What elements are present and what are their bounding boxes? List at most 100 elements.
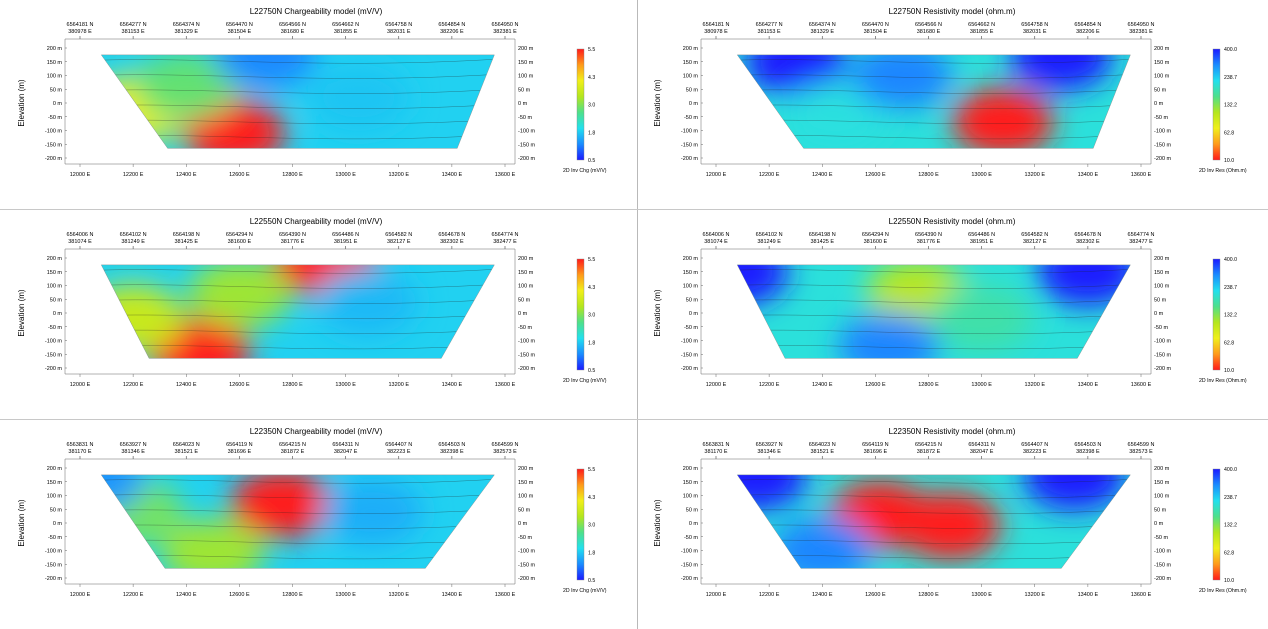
x-tick-label: 13600 E [1131, 592, 1152, 598]
panel-title: L22550N Chargeability model (mV/V) [250, 217, 383, 226]
colorbar-label: 2D Inv Res (Ohm.m) [1199, 378, 1247, 384]
x-tick-label: 12800 E [282, 172, 303, 178]
northing-label: 6564006 N [703, 232, 730, 238]
easting-label: 381521 E [174, 449, 198, 455]
colorbar-tick: 132.2 [1224, 103, 1237, 109]
anomaly-blob [230, 474, 333, 538]
colorbar [576, 468, 585, 581]
northing-label: 6564215 N [279, 442, 306, 448]
colorbar-tick: 1.8 [588, 550, 595, 556]
colorbar-label: 2D Inv Res (Ohm.m) [1199, 588, 1247, 594]
anomaly-blob [1036, 264, 1131, 306]
section-fill [737, 264, 1131, 359]
northing-label: 6564599 N [492, 442, 519, 448]
x-tick-label: 13600 E [495, 592, 516, 598]
colorbar-tick: 1.8 [588, 130, 595, 136]
northing-label: 6564854 N [1074, 22, 1101, 28]
x-tick-label: 12600 E [865, 592, 886, 598]
y-tick-right: 200 m [1154, 466, 1170, 472]
y-tick-right: -100 m [518, 339, 536, 345]
y-tick-right: 150 m [518, 60, 534, 66]
y-tick-right: -200 m [1154, 156, 1172, 162]
x-tick-label: 12400 E [812, 172, 833, 178]
x-tick-label: 13400 E [442, 592, 463, 598]
northing-label: 6564374 N [809, 22, 836, 28]
y-tick-right: 100 m [518, 284, 534, 290]
colorbar [576, 258, 585, 371]
y-tick-right: -100 m [1154, 549, 1172, 555]
easting-label: 381504 E [864, 29, 888, 35]
y-tick-right: 0 m [1154, 101, 1164, 107]
y-tick-right: 150 m [518, 480, 534, 486]
y-tick-right: -50 m [518, 535, 532, 541]
x-tick-label: 13600 E [1131, 172, 1152, 178]
colorbar-tick: 62.8 [1224, 550, 1234, 556]
easting-label: 382206 E [1076, 29, 1100, 35]
colorbar-tick: 0.5 [588, 578, 595, 584]
colorbar-tick: 10.0 [1224, 158, 1234, 164]
easting-label: 381696 E [864, 449, 888, 455]
section-chart: L22350N Resistivity model (ohm.m) 6563831… [653, 427, 1247, 598]
easting-label: 381249 E [121, 239, 145, 245]
easting-label: 381600 E [864, 239, 888, 245]
y-tick-left: -200 m [45, 576, 63, 582]
northing-label: 6564119 N [226, 442, 253, 448]
y-tick-left: 50 m [686, 507, 699, 513]
x-tick-label: 13400 E [442, 382, 463, 388]
colorbar-tick: 132.2 [1224, 313, 1237, 319]
easting-label: 381425 E [174, 239, 198, 245]
y-tick-right: -100 m [1154, 339, 1172, 345]
section-fill [101, 474, 495, 569]
y-tick-left: -100 m [681, 549, 699, 555]
y-tick-right: 200 m [518, 256, 534, 262]
northing-label: 6564198 N [809, 232, 836, 238]
x-tick-label: 13600 E [495, 172, 516, 178]
y-tick-left: 100 m [47, 284, 63, 290]
easting-label: 382398 E [1076, 449, 1100, 455]
northing-label: 6564566 N [915, 22, 942, 28]
x-tick-label: 13000 E [971, 592, 992, 598]
easting-label: 382573 E [493, 449, 517, 455]
x-tick-label: 12400 E [176, 172, 197, 178]
y-tick-right: 100 m [518, 74, 534, 80]
x-tick-label: 13000 E [971, 382, 992, 388]
northing-label: 6564503 N [438, 442, 465, 448]
northing-label: 6564774 N [1128, 232, 1155, 238]
anomaly-blob [135, 54, 238, 121]
easting-label: 381951 E [334, 239, 358, 245]
easting-label: 381855 E [334, 29, 358, 35]
x-tick-label: 13000 E [335, 592, 356, 598]
anomaly-blob [837, 312, 940, 359]
x-tick-label: 13000 E [335, 172, 356, 178]
anomaly-blob [898, 491, 1001, 560]
northing-label: 6564662 N [968, 22, 995, 28]
anomaly-blob [101, 284, 185, 353]
northing-label: 6564854 N [438, 22, 465, 28]
y-tick-left: -200 m [681, 156, 699, 162]
y-tick-left: -200 m [45, 156, 63, 162]
colorbar-label: 2D Inv Chg (mV/V) [563, 588, 607, 594]
x-tick-label: 13400 E [442, 172, 463, 178]
northing-label: 6564311 N [968, 442, 995, 448]
anomaly-blob [315, 268, 418, 336]
anomaly-blob [101, 474, 145, 513]
y-tick-right: -200 m [518, 576, 536, 582]
easting-label: 381153 E [122, 29, 145, 35]
colorbar-tick: 10.0 [1224, 368, 1234, 374]
y-tick-left: 0 m [689, 311, 699, 317]
y-tick-left: -50 m [48, 535, 62, 541]
easting-label: 381680 E [917, 29, 941, 35]
y-tick-left: -100 m [45, 339, 63, 345]
colorbar-tick: 132.2 [1224, 523, 1237, 529]
y-tick-right: -200 m [518, 366, 536, 372]
section-chart: L22750N Chargeability model (mV/V) 656418… [17, 7, 607, 178]
y-tick-left: -100 m [681, 129, 699, 135]
y-tick-right: -150 m [518, 562, 536, 568]
panel-title: L22350N Resistivity model (ohm.m) [889, 427, 1016, 436]
x-tick-label: 12200 E [123, 592, 144, 598]
northing-label: 6564774 N [492, 232, 519, 238]
easting-label: 381680 E [281, 29, 305, 35]
northing-label: 6564277 N [120, 22, 147, 28]
section-fill [101, 54, 495, 149]
y-tick-left: 150 m [47, 60, 63, 66]
